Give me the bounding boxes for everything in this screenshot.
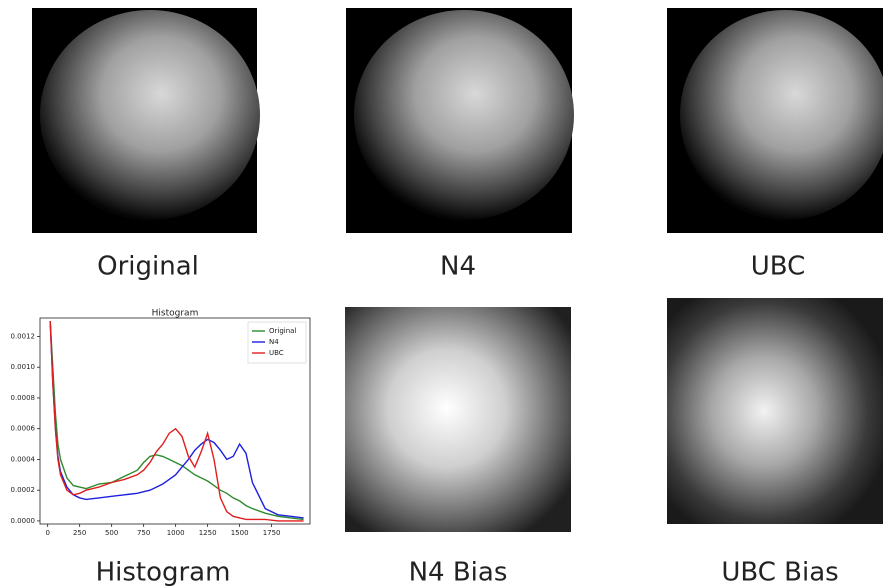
y-tick-label: 0.0002: [11, 486, 36, 494]
x-tick-label: 1750: [263, 529, 281, 537]
legend-label: UBC: [269, 349, 284, 357]
x-tick-label: 750: [137, 529, 150, 537]
image-n4-bias: [345, 307, 571, 532]
caption: N4 Bias: [409, 558, 508, 588]
y-tick-label: 0.0012: [11, 332, 36, 340]
y-tick-label: 0.0008: [11, 394, 36, 402]
image-n4: [346, 8, 574, 233]
legend-label: Original: [269, 327, 296, 335]
x-tick-label: 500: [105, 529, 118, 537]
legend-label: N4: [269, 338, 279, 346]
image-original: [32, 8, 260, 233]
caption: N4: [440, 252, 476, 282]
x-tick-label: 1000: [167, 529, 185, 537]
caption: Original: [97, 252, 199, 282]
y-tick-label: 0.0010: [11, 363, 36, 371]
y-tick-label: 0.0004: [11, 455, 36, 463]
y-tick-label: 0.0000: [11, 517, 36, 525]
caption: UBC: [751, 252, 806, 282]
x-tick-label: 1250: [199, 529, 217, 537]
caption: UBC Bias: [721, 558, 838, 588]
chart-title: Histogram: [152, 309, 199, 319]
image-ubc: [667, 8, 883, 233]
image-ubc-bias: [667, 298, 883, 524]
x-tick-label: 250: [73, 529, 86, 537]
caption: Histogram: [96, 558, 231, 588]
figure: Original N4 UBC Histogram N4 Bias UBC Bi…: [0, 0, 883, 588]
x-tick-label: 0: [45, 529, 49, 537]
y-tick-label: 0.0006: [11, 425, 36, 433]
x-tick-label: 1500: [231, 529, 249, 537]
